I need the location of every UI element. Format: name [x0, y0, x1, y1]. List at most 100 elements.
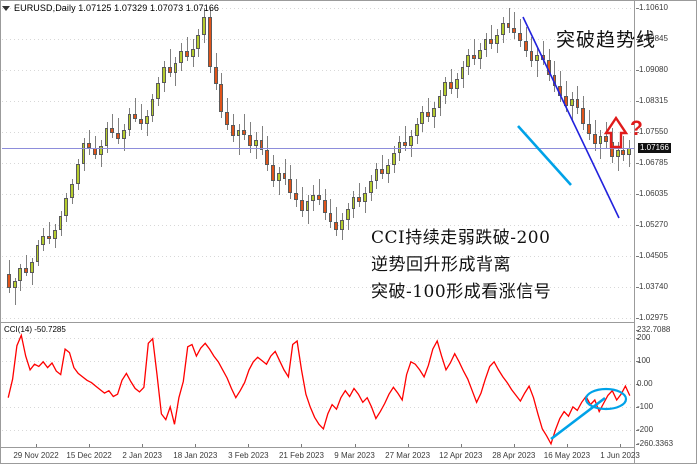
candle-wick	[118, 118, 119, 145]
candle-wick	[537, 46, 538, 78]
candle-wick	[239, 124, 240, 155]
price-gridline	[2, 318, 634, 319]
candle-bearish	[93, 148, 97, 155]
candle-bullish	[202, 16, 207, 35]
candle-wick	[336, 207, 337, 236]
cci-gridline	[2, 338, 634, 339]
price-gridline	[2, 194, 634, 195]
cci-axis-label: -200	[637, 425, 654, 434]
candle-bullish	[598, 136, 603, 145]
candle-bearish	[213, 67, 218, 84]
annotation-line-1: CCI持续走弱跌破-200	[371, 228, 551, 248]
date-axis-label: 3 Feb 2023	[228, 451, 269, 460]
cci-axis-label: -100	[637, 402, 654, 411]
candle-bearish	[604, 136, 609, 143]
annotation-line-2: 逆势回升形成背离	[371, 255, 511, 275]
candle-wick	[428, 97, 429, 123]
candle-bearish	[564, 95, 568, 106]
candle-bullish	[420, 111, 425, 125]
date-axis-tick	[355, 444, 356, 447]
cci-axis-tick	[636, 330, 639, 331]
candle-bullish	[18, 268, 23, 282]
candle-bearish	[546, 60, 551, 76]
candle-wick	[170, 49, 171, 78]
candle-bullish	[190, 49, 195, 58]
candle-wick	[112, 113, 113, 139]
price-axis-label: 1.06785	[639, 158, 668, 167]
candle-bullish	[535, 55, 540, 62]
candle-bearish	[133, 113, 138, 119]
date-axis-label: 2 Jan 2023	[122, 451, 162, 460]
cci-gridline	[2, 407, 634, 408]
candle-bullish	[173, 63, 178, 74]
price-axis-tick	[636, 101, 639, 102]
candle-bearish	[230, 125, 235, 137]
candle-bullish	[414, 124, 419, 137]
candle-bullish	[196, 34, 201, 49]
candle-bearish	[294, 193, 298, 201]
price-axis-tick	[636, 70, 639, 71]
question-mark-annotation: ?	[630, 117, 643, 140]
date-axis-tick	[142, 444, 143, 447]
date-axis-label: 29 Nov 2022	[13, 451, 59, 460]
date-axis-tick	[620, 444, 621, 447]
price-gridline	[2, 70, 634, 71]
candle-bullish	[156, 83, 161, 99]
date-axis-tick	[567, 444, 568, 447]
price-axis-label: 1.08315	[639, 96, 668, 105]
candle-bearish	[207, 16, 212, 68]
price-axis-label: 1.09080	[639, 65, 668, 74]
candle-bearish	[116, 133, 120, 140]
price-gridline	[2, 163, 634, 164]
candle-bullish	[483, 38, 488, 50]
symbol-header[interactable]: EURUSD,Daily 1.07125 1.07329 1.07073 1.0…	[2, 2, 219, 14]
candle-bearish	[6, 274, 11, 288]
candle-bullish	[466, 55, 471, 68]
candle-bullish	[374, 168, 379, 181]
chevron-down-icon[interactable]	[2, 5, 10, 11]
candle-bearish	[139, 118, 143, 125]
candle-bullish	[52, 229, 57, 240]
price-axis-label: 1.09845	[639, 34, 668, 43]
price-axis-label: 1.05270	[639, 220, 668, 229]
candle-wick	[606, 122, 607, 149]
price-axis-tick	[636, 132, 639, 133]
date-axis-label: 18 Jan 2023	[173, 451, 218, 460]
date-axis-label: 27 Mar 2023	[385, 451, 431, 460]
candle-wick	[572, 91, 573, 123]
candle-bearish	[110, 127, 115, 134]
candle-bullish	[368, 180, 373, 194]
price-axis-label: 1.10610	[639, 3, 668, 12]
candle-bullish	[363, 193, 367, 203]
current-price-line	[2, 148, 634, 149]
price-axis-tick	[636, 256, 639, 257]
date-axis-tick	[248, 444, 249, 447]
candle-bearish	[523, 40, 528, 52]
date-axis-separator	[1, 447, 634, 448]
date-axis-label: 16 May 2023	[543, 451, 591, 460]
price-axis-separator	[634, 1, 635, 463]
candle-bullish	[127, 113, 132, 131]
date-axis-label: 15 Dec 2022	[66, 451, 112, 460]
price-axis-tick	[636, 194, 639, 195]
date-axis-label: 9 Mar 2023	[334, 451, 375, 460]
candle-bullish	[345, 209, 350, 220]
candle-bearish	[47, 235, 51, 239]
price-axis-tick	[636, 163, 639, 164]
panel-separator	[1, 322, 634, 323]
candle-bullish	[70, 183, 74, 199]
price-gridline	[2, 132, 634, 133]
candle-bullish	[236, 130, 241, 137]
candle-bearish	[322, 200, 327, 214]
candle-bearish	[357, 197, 362, 203]
candle-bullish	[495, 34, 499, 45]
candle-bearish	[506, 22, 511, 28]
cci-axis-tick	[636, 384, 639, 385]
candle-bearish	[426, 111, 430, 118]
candle-bullish	[121, 130, 126, 140]
cci-axis-tick	[636, 430, 639, 431]
candle-bullish	[391, 152, 396, 165]
date-axis-tick	[408, 444, 409, 447]
